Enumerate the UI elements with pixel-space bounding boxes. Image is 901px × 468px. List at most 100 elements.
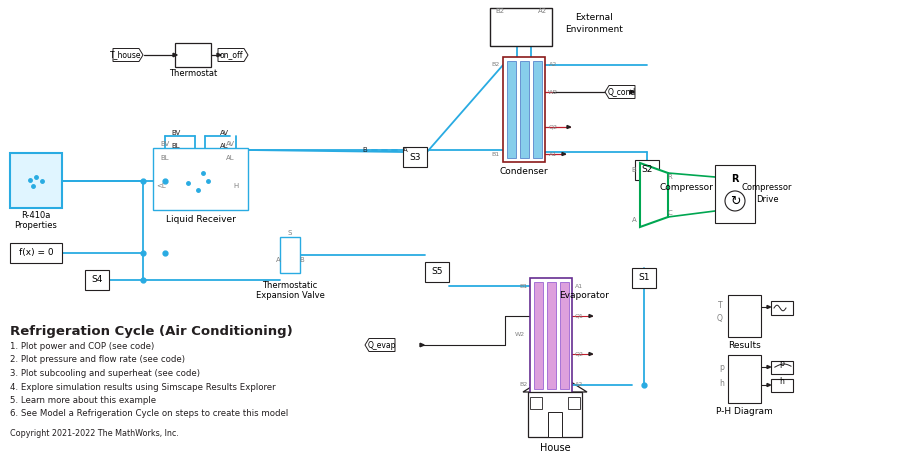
Text: Liquid Receiver: Liquid Receiver — [166, 215, 235, 225]
Polygon shape — [640, 163, 668, 227]
Circle shape — [725, 191, 745, 211]
Text: A2: A2 — [549, 63, 557, 67]
Text: BV: BV — [160, 141, 169, 147]
Bar — [490, 8, 521, 27]
Bar — [10, 243, 62, 263]
Text: p: p — [720, 363, 724, 372]
Text: p: p — [779, 359, 785, 368]
Polygon shape — [523, 372, 587, 392]
Text: Q: Q — [717, 314, 723, 323]
Polygon shape — [218, 49, 248, 61]
Polygon shape — [113, 49, 143, 61]
Text: on_off: on_off — [219, 51, 242, 59]
Text: B: B — [632, 167, 636, 173]
Polygon shape — [767, 306, 770, 308]
Text: H: H — [233, 183, 239, 189]
Text: Q_cond: Q_cond — [608, 88, 636, 96]
Bar — [490, 27, 521, 46]
Bar — [718, 168, 752, 220]
Text: f(x) = 0: f(x) = 0 — [19, 249, 53, 257]
Bar — [153, 148, 248, 210]
Bar — [771, 361, 793, 374]
Text: T: T — [718, 300, 723, 309]
Bar — [715, 165, 755, 223]
Text: C: C — [668, 210, 672, 216]
Text: House: House — [540, 443, 570, 453]
Text: R-410a: R-410a — [22, 212, 50, 220]
Text: Compressor: Compressor — [659, 183, 713, 191]
Text: Q2: Q2 — [575, 351, 584, 357]
Bar — [280, 237, 300, 273]
Text: 6. See Model a Refrigeration Cycle on steps to create this model: 6. See Model a Refrigeration Cycle on st… — [10, 410, 288, 418]
Text: B2: B2 — [496, 8, 505, 14]
Text: Environment: Environment — [565, 25, 623, 35]
Bar — [534, 282, 543, 389]
Text: R: R — [732, 174, 739, 184]
Text: R: R — [668, 174, 672, 180]
Text: Q1: Q1 — [575, 314, 584, 319]
Bar — [530, 397, 542, 409]
Polygon shape — [284, 247, 296, 263]
Bar — [568, 397, 580, 409]
Text: 2. Plot pressure and flow rate (see code): 2. Plot pressure and flow rate (see code… — [10, 356, 185, 365]
Text: 3. Plot subcooling and superheat (see code): 3. Plot subcooling and superheat (see co… — [10, 369, 200, 378]
Polygon shape — [767, 366, 770, 368]
Text: Q2: Q2 — [549, 124, 558, 130]
Bar — [10, 153, 62, 208]
Bar — [771, 301, 793, 315]
Text: S1: S1 — [638, 273, 650, 283]
Polygon shape — [767, 383, 770, 387]
Text: Thermostatic: Thermostatic — [262, 280, 318, 290]
Polygon shape — [173, 53, 177, 57]
Text: B1: B1 — [491, 152, 499, 156]
Text: B: B — [362, 147, 368, 153]
Text: Results: Results — [728, 341, 760, 350]
Text: h: h — [779, 378, 785, 387]
Text: Refrigeration Cycle (Air Conditioning): Refrigeration Cycle (Air Conditioning) — [10, 325, 293, 338]
Text: <L: <L — [156, 183, 166, 189]
Text: ↻: ↻ — [730, 195, 741, 207]
Text: h: h — [720, 379, 724, 388]
Polygon shape — [365, 338, 395, 351]
Bar — [175, 43, 211, 67]
Bar — [635, 160, 659, 180]
Text: 1. Plot power and COP (see code): 1. Plot power and COP (see code) — [10, 342, 154, 351]
Text: B1: B1 — [519, 284, 527, 288]
Polygon shape — [420, 343, 424, 347]
Bar — [560, 282, 569, 389]
Bar — [520, 61, 529, 158]
Bar — [728, 355, 761, 403]
Text: BV: BV — [171, 130, 180, 136]
Text: B2: B2 — [519, 382, 527, 388]
Text: Properties: Properties — [14, 220, 58, 229]
Bar — [548, 412, 562, 437]
Text: BL: BL — [160, 155, 169, 161]
Text: A: A — [276, 257, 280, 263]
Text: A2: A2 — [575, 382, 583, 388]
Bar — [507, 61, 516, 158]
Polygon shape — [562, 153, 566, 155]
Text: S4: S4 — [91, 276, 103, 285]
Bar — [403, 147, 427, 167]
Text: BL: BL — [172, 143, 180, 149]
Text: Q_evap: Q_evap — [368, 341, 396, 350]
Text: Expansion Valve: Expansion Valve — [256, 291, 324, 300]
Text: A: A — [632, 217, 636, 223]
Text: A1: A1 — [549, 152, 557, 156]
Text: W2: W2 — [548, 89, 558, 95]
Bar — [533, 61, 542, 158]
Polygon shape — [217, 53, 222, 57]
Polygon shape — [589, 314, 593, 317]
Text: Condenser: Condenser — [500, 167, 549, 176]
Polygon shape — [605, 86, 635, 98]
Text: AL: AL — [220, 143, 228, 149]
Bar — [728, 295, 761, 337]
Text: B: B — [300, 257, 305, 263]
Polygon shape — [630, 90, 634, 94]
Text: Compressor: Compressor — [742, 183, 792, 192]
Text: AL: AL — [225, 155, 234, 161]
Bar — [521, 27, 552, 46]
Text: W2: W2 — [515, 332, 525, 337]
Text: S: S — [287, 230, 292, 236]
Bar — [503, 57, 545, 162]
